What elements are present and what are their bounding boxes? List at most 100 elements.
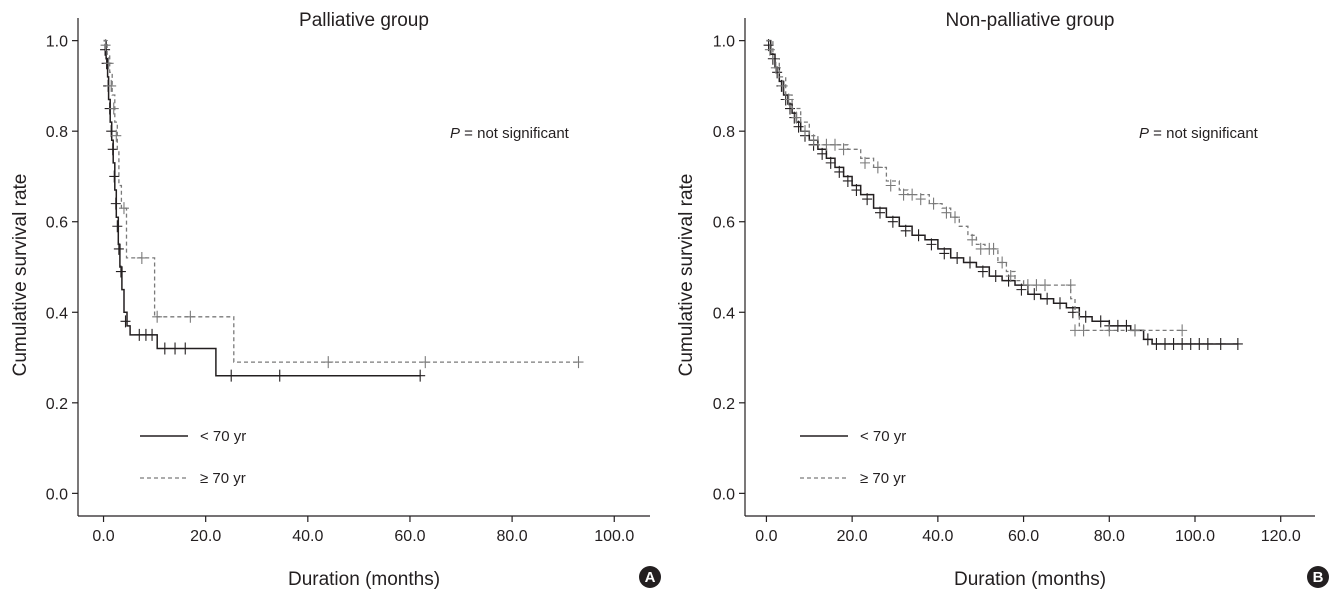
plot-area: 0.0 0.2 0.4 0.6 0.8 1.0 0.0 20.0 40.0 60.0 80.0 100…	[46, 18, 650, 545]
censor-mark-over70	[420, 356, 431, 369]
chart-title: Palliative group	[299, 10, 429, 31]
censor-mark-under70	[900, 224, 911, 237]
censor-mark-over70	[1177, 324, 1188, 337]
censor-mark-under70	[109, 170, 120, 183]
panel-badge-label: A	[645, 569, 656, 586]
censor-mark-over70	[1065, 279, 1076, 292]
x-tick-label: 100.0	[594, 528, 634, 545]
censor-mark-under70	[887, 215, 898, 228]
censor-mark-over70	[997, 256, 1008, 269]
y-tick-label: 0.4	[713, 305, 735, 322]
censor-mark-under70	[1185, 337, 1196, 350]
panel-a: Palliative group Cumulative survival rat…	[10, 10, 661, 590]
censor-mark-under70	[862, 193, 873, 206]
censor-mark-under70	[159, 342, 170, 355]
censor-mark-under70	[875, 206, 885, 219]
censor-mark-under70	[1215, 337, 1226, 350]
survival-curve-over70	[103, 39, 579, 363]
censor-mark-over70	[988, 242, 999, 255]
x-tick-label: 40.0	[292, 528, 323, 545]
censor-mark-over70	[860, 156, 870, 169]
censor-mark-over70	[967, 233, 978, 246]
censor-mark-over70	[821, 138, 832, 151]
censor-mark-over70	[118, 202, 129, 215]
x-tick-label: 60.0	[1008, 528, 1039, 545]
censor-mark-under70	[793, 120, 804, 133]
censor-mark-under70	[1194, 337, 1205, 350]
censor-mark-over70	[323, 356, 334, 369]
y-tick-label: 0.6	[713, 215, 735, 232]
censor-mark-under70	[1121, 319, 1132, 332]
x-tick-label: 60.0	[394, 528, 425, 545]
censor-mark-over70	[152, 310, 163, 323]
y-tick-label: 1.0	[713, 34, 735, 51]
censor-mark-over70	[1104, 324, 1115, 337]
survival-curve-under70	[103, 39, 421, 377]
censor-mark-over70	[1040, 279, 1050, 292]
censor-mark-over70	[915, 193, 926, 206]
censor-mark-under70	[112, 220, 123, 233]
plot-area: 0.0 0.2 0.4 0.6 0.8 1.0 0.0 20.0 40.0 60.0 80.0 100…	[713, 18, 1315, 545]
p-value-annotation: P = not significant	[1139, 125, 1259, 142]
legend: < 70 yr ≥ 70 yr	[800, 428, 906, 487]
y-axis-title: Cumulative survival rate	[10, 174, 31, 377]
legend-label-over70: ≥ 70 yr	[860, 470, 906, 487]
y-tick-label: 0.2	[46, 396, 68, 413]
y-tick-label: 0.6	[46, 215, 68, 232]
y-tick-label: 0.8	[713, 124, 735, 141]
censor-mark-under70	[834, 165, 845, 178]
censor-mark-under70	[115, 265, 126, 278]
censor-mark-under70	[147, 328, 158, 341]
p-text: = not significant	[1149, 125, 1259, 142]
censor-mark-over70	[111, 129, 122, 142]
x-tick-label: 80.0	[1094, 528, 1125, 545]
x-axis-title: Duration (months)	[954, 569, 1106, 590]
censor-mark-over70	[100, 39, 111, 52]
censor-mark-under70	[825, 156, 836, 169]
censor-mark-under70	[1160, 337, 1170, 350]
censor-mark-under70	[842, 174, 853, 187]
y-tick-label: 0.8	[46, 124, 68, 141]
censor-mark-over70	[108, 102, 119, 115]
censor-mark-over70	[838, 143, 849, 156]
censor-mark-over70	[898, 188, 909, 201]
censor-mark-under70	[1095, 315, 1106, 328]
censor-mark-over70	[764, 43, 775, 56]
censor-mark-under70	[180, 342, 191, 355]
censor-mark-under70	[965, 256, 975, 269]
censor-mark-over70	[777, 79, 788, 92]
x-tick-label: 0.0	[755, 528, 777, 545]
censor-mark-under70	[415, 369, 426, 382]
censor-mark-under70	[113, 242, 124, 255]
panel-badge-circle	[639, 566, 661, 588]
censor-mark-under70	[1142, 333, 1153, 346]
censor-mark-over70	[770, 61, 781, 74]
legend-label-under70: < 70 yr	[860, 428, 906, 445]
x-axis-title: Duration (months)	[288, 569, 440, 590]
censor-mark-under70	[1168, 337, 1179, 350]
censor-mark-over70	[975, 242, 986, 255]
censor-mark-under70	[274, 369, 285, 382]
censor-mark-over70	[1022, 279, 1033, 292]
x-tick-label: 0.0	[92, 528, 114, 545]
censor-mark-under70	[1029, 288, 1040, 301]
censor-mark-under70	[977, 265, 988, 278]
censor-mark-over70	[103, 57, 114, 70]
censor-mark-under70	[926, 238, 937, 251]
legend: < 70 yr ≥ 70 yr	[140, 428, 246, 487]
censor-mark-under70	[226, 369, 237, 382]
x-tick-label: 20.0	[837, 528, 868, 545]
panel-b: Non-palliative group Cumulative survival…	[676, 10, 1329, 590]
censor-mark-over70	[136, 251, 147, 264]
censor-mark-under70	[990, 270, 1001, 283]
censor-mark-over70	[808, 134, 819, 147]
censor-mark-over70	[573, 356, 584, 369]
censor-mark-under70	[110, 197, 121, 210]
censor-mark-over70	[791, 111, 802, 124]
panel-badge-circle	[1307, 566, 1329, 588]
censor-mark-over70	[941, 206, 952, 219]
legend-label-over70: ≥ 70 yr	[200, 470, 246, 487]
y-axis-title: Cumulative survival rate	[676, 174, 697, 377]
censor-mark-under70	[1042, 292, 1053, 305]
